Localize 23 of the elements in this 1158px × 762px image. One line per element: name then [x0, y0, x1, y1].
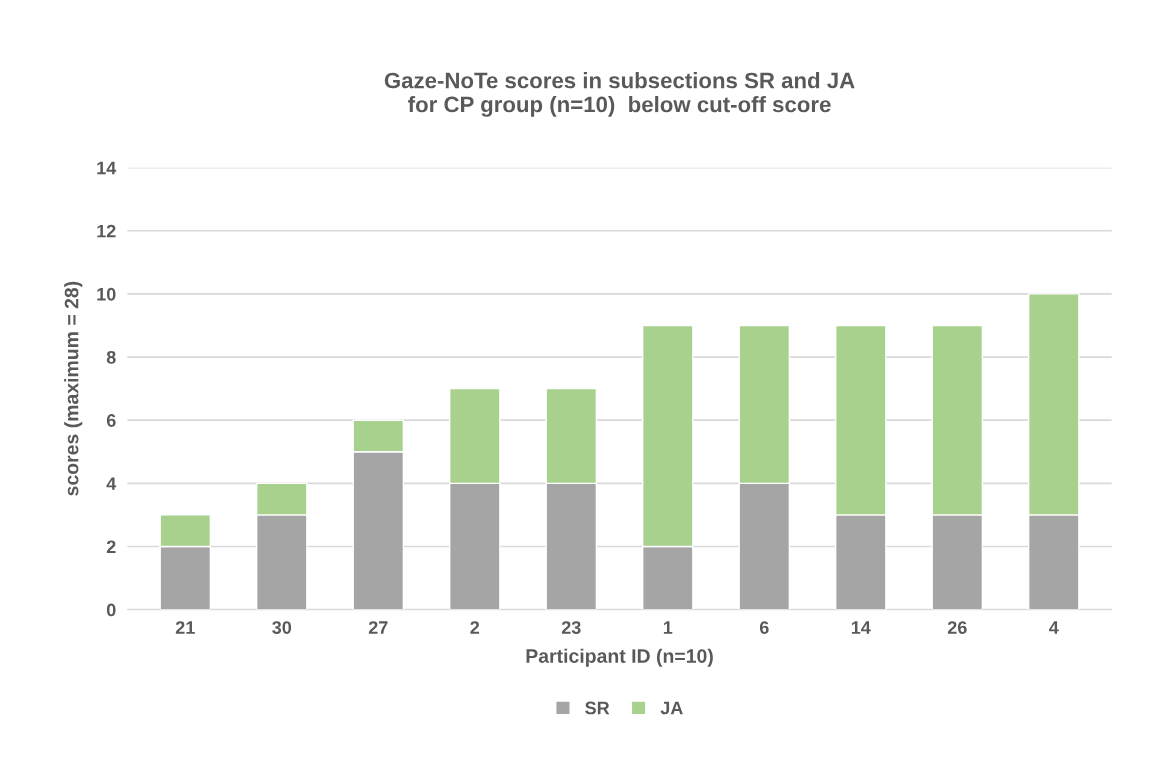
x-tick-label: 27 [368, 621, 388, 634]
y-tick-label: 0 [106, 603, 116, 617]
x-tick-label: 2 [470, 621, 480, 634]
chart-title: Gaze-NoTe scores in subsections SR and JA for CP group (n=10) below cut-off score [384, 72, 855, 117]
x-tick-label: 14 [851, 621, 871, 634]
y-tick-label: 8 [106, 350, 116, 364]
x-tick-label: 21 [175, 621, 195, 634]
y-tick-label: 6 [106, 414, 116, 427]
x-tick-label: 6 [759, 621, 769, 634]
x-tick-label: 4 [1049, 621, 1059, 634]
y-tick-label: 2 [106, 540, 116, 554]
y-axis-title: scores (maximum = 28) [64, 281, 83, 496]
x-axis-title: Participant ID (n=10) [526, 648, 713, 667]
y-tick-label: 10 [97, 287, 116, 301]
y-tick-label: 4 [106, 477, 117, 490]
legend-label: SR [585, 701, 610, 715]
x-tick-label: 1 [663, 621, 673, 634]
y-tick-label: 12 [97, 224, 116, 238]
y-tick-label: 14 [97, 161, 117, 175]
x-tick-label: 30 [272, 621, 292, 634]
x-tick-label: 23 [561, 621, 581, 634]
legend-label: JA [660, 701, 683, 715]
x-tick-label: 26 [947, 621, 967, 634]
